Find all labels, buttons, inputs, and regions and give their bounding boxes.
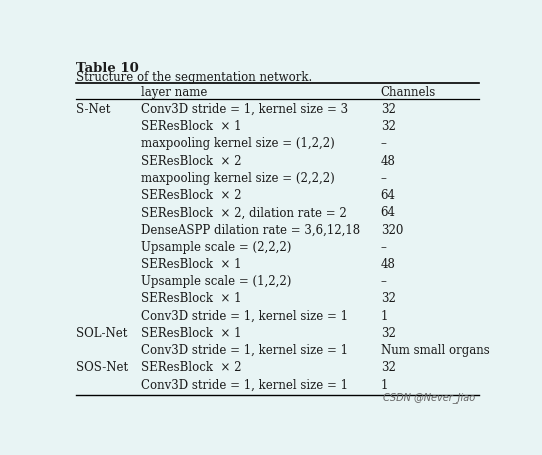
Text: SEResBlock  × 1: SEResBlock × 1 [141,293,242,305]
Text: Num small organs: Num small organs [380,344,489,357]
Text: 64: 64 [380,189,396,202]
Text: 1: 1 [380,379,388,392]
Text: 48: 48 [380,258,396,271]
Text: SEResBlock  × 2: SEResBlock × 2 [141,361,242,374]
Text: 320: 320 [380,223,403,237]
Text: Structure of the segmentation network.: Structure of the segmentation network. [76,71,312,84]
Text: SEResBlock  × 2, dilation rate = 2: SEResBlock × 2, dilation rate = 2 [141,206,347,219]
Text: maxpooling kernel size = (2,2,2): maxpooling kernel size = (2,2,2) [141,172,335,185]
Text: Table 10: Table 10 [76,62,139,76]
Text: 1: 1 [380,310,388,323]
Text: 48: 48 [380,155,396,167]
Text: DenseASPP dilation rate = 3,6,12,18: DenseASPP dilation rate = 3,6,12,18 [141,223,360,237]
Text: SOL-Net: SOL-Net [76,327,127,340]
Text: CSDN @Never_Jiao: CSDN @Never_Jiao [383,392,475,403]
Text: layer name: layer name [141,86,208,99]
Text: Conv3D stride = 1, kernel size = 1: Conv3D stride = 1, kernel size = 1 [141,344,349,357]
Text: Upsample scale = (1,2,2): Upsample scale = (1,2,2) [141,275,292,288]
Text: Upsample scale = (2,2,2): Upsample scale = (2,2,2) [141,241,292,254]
Text: S-Net: S-Net [76,103,111,116]
Text: 64: 64 [380,206,396,219]
Text: 32: 32 [380,327,396,340]
Text: SOS-Net: SOS-Net [76,361,128,374]
Text: 32: 32 [380,361,396,374]
Text: Conv3D stride = 1, kernel size = 3: Conv3D stride = 1, kernel size = 3 [141,103,349,116]
Text: –: – [380,137,386,151]
Text: Conv3D stride = 1, kernel size = 1: Conv3D stride = 1, kernel size = 1 [141,310,349,323]
Text: maxpooling kernel size = (1,2,2): maxpooling kernel size = (1,2,2) [141,137,335,151]
Text: –: – [380,172,386,185]
Text: SEResBlock  × 2: SEResBlock × 2 [141,155,242,167]
Text: Channels: Channels [380,86,436,99]
Text: 32: 32 [380,120,396,133]
Text: SEResBlock  × 1: SEResBlock × 1 [141,120,242,133]
Text: 32: 32 [380,103,396,116]
Text: Conv3D stride = 1, kernel size = 1: Conv3D stride = 1, kernel size = 1 [141,379,349,392]
Text: SEResBlock  × 1: SEResBlock × 1 [141,258,242,271]
Text: –: – [380,241,386,254]
Text: SEResBlock  × 2: SEResBlock × 2 [141,189,242,202]
Text: 32: 32 [380,293,396,305]
Text: –: – [380,275,386,288]
Text: SEResBlock  × 1: SEResBlock × 1 [141,327,242,340]
